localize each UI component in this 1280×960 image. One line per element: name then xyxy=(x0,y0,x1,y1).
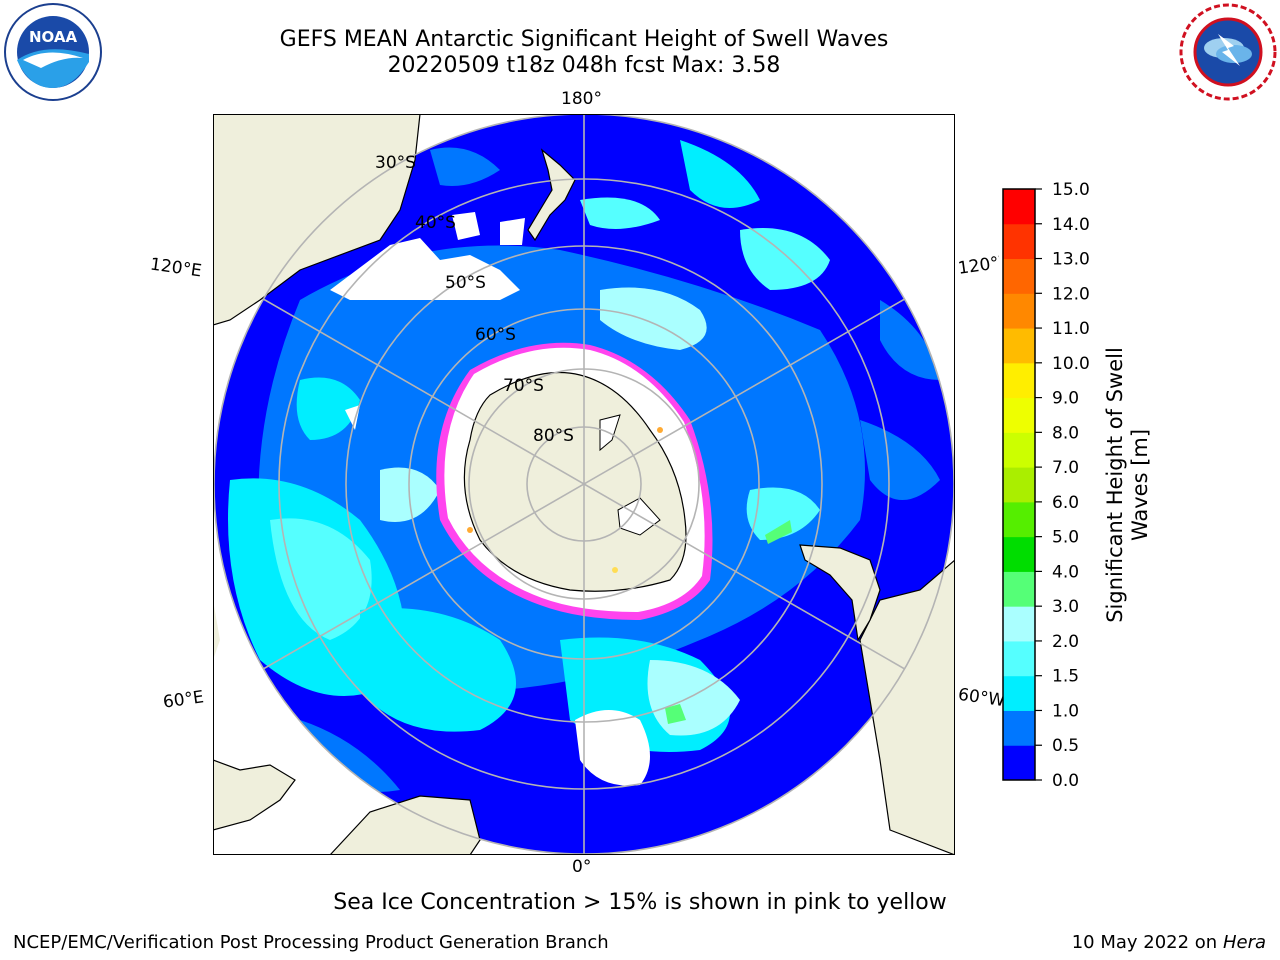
colorbar-tick-label: 3.0 xyxy=(1052,597,1079,617)
colorbar-tick-label: 9.0 xyxy=(1052,389,1079,409)
credit-machine: Hera xyxy=(1222,932,1266,953)
no-data-patches xyxy=(330,212,650,786)
chart-subtitle: 20220509 t18z 048h fcst Max: 3.58 xyxy=(387,53,781,78)
outer-land xyxy=(213,114,955,855)
colorbar-bin xyxy=(1003,501,1035,538)
lat-label-80s: 80°S xyxy=(533,426,574,446)
lat-label-60s: 60°S xyxy=(475,325,516,345)
colorbar-tick-label: 13.0 xyxy=(1052,250,1090,270)
noaa-logo: NOAA xyxy=(4,3,102,101)
colorbar-bin xyxy=(1003,606,1035,642)
lat-label-40s: 40°S xyxy=(415,213,456,233)
chart-title: GEFS MEAN Antarctic Significant Height o… xyxy=(279,27,889,52)
colorbar-tick-label: 0.0 xyxy=(1052,771,1079,790)
colorbar-tick-label: 11.0 xyxy=(1052,319,1090,339)
colorbar-bin xyxy=(1003,710,1035,746)
colorbar-bin xyxy=(1003,223,1035,260)
colorbar-label-line2: Waves [m] xyxy=(1128,429,1152,541)
colorbar-bin xyxy=(1003,467,1035,503)
colorbar-bin xyxy=(1003,293,1035,329)
colorbar-bin xyxy=(1003,258,1035,294)
credit-date-text: 10 May 2022 on xyxy=(1071,932,1218,953)
lon-label-180: 180° xyxy=(561,89,602,109)
colorbar-bin xyxy=(1003,536,1035,572)
colorbar-bin xyxy=(1003,397,1035,433)
lat-label-30s: 30°S xyxy=(375,153,416,173)
colorbar-bin xyxy=(1003,189,1035,225)
colorbar-bin xyxy=(1003,432,1035,468)
colorbar-tick-label: 4.0 xyxy=(1052,562,1079,582)
colorbar: 0.0 0.5 1.0 1.5 2.0 3.0 4.0 5.0 6.0 7.0 8.0 9.0 10.0… xyxy=(1002,180,1152,790)
colorbar-label-line1: Significant Height of Swell xyxy=(1103,347,1127,623)
colorbar-bin xyxy=(1003,571,1035,607)
colorbar-bin xyxy=(1003,640,1035,677)
colorbar-bin xyxy=(1003,745,1035,781)
colorbar-tick-label: 5.0 xyxy=(1052,528,1079,548)
antarctica xyxy=(436,342,713,620)
national-weather-service-logo xyxy=(1179,3,1277,101)
colorbar-tick-label: 7.0 xyxy=(1052,458,1079,478)
polar-map: 30°S 40°S 50°S 60°S 70°S 80°S xyxy=(213,114,955,855)
colorbar-tick-label: 0.5 xyxy=(1052,736,1079,756)
colorbar-tick-label: 1.0 xyxy=(1052,701,1079,721)
credit-date: 10 May 2022 on Hera xyxy=(1072,932,1266,953)
colorbar-tick-label: 15.0 xyxy=(1052,180,1090,200)
lat-label-70s: 70°S xyxy=(503,376,544,396)
colorbar-tick-label: 8.0 xyxy=(1052,423,1079,443)
lon-label-0: 0° xyxy=(572,857,592,877)
colorbar-tick-label: 2.0 xyxy=(1052,632,1079,652)
colorbar-tick-label: 6.0 xyxy=(1052,493,1079,513)
colorbar-tick-label: 14.0 xyxy=(1052,215,1090,235)
colorbar-tick-label: 1.5 xyxy=(1052,667,1079,687)
lon-label-120e: 120°E xyxy=(148,254,203,282)
colorbar-bin xyxy=(1003,328,1035,364)
noaa-logo-text: NOAA xyxy=(29,28,78,46)
colorbar-bin xyxy=(1003,362,1035,399)
lon-label-60e: 60°E xyxy=(161,687,206,713)
colorbar-bin xyxy=(1003,675,1035,711)
sea-ice-caption: Sea Ice Concentration > 15% is shown in … xyxy=(333,890,947,915)
lat-label-50s: 50°S xyxy=(445,273,486,293)
colorbar-tick-label: 10.0 xyxy=(1052,354,1090,374)
credit-branch: NCEP/EMC/Verification Post Processing Pr… xyxy=(13,932,609,953)
colorbar-tick-label: 12.0 xyxy=(1052,284,1090,304)
graticule xyxy=(214,114,954,854)
